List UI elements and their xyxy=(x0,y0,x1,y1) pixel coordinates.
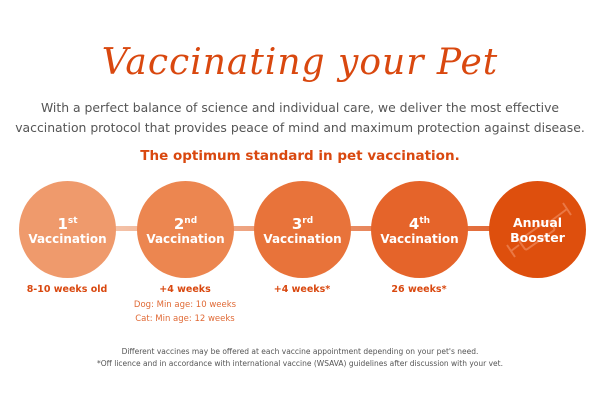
step-1-timing: 8-10 weeks old xyxy=(26,284,108,295)
syringe-icon xyxy=(506,202,572,258)
step-1-circle: 1st Vaccination xyxy=(19,181,116,278)
step-ordinal: nd xyxy=(184,216,198,226)
footnote: Different vaccines may be offered at eac… xyxy=(121,347,479,356)
step-label: Vaccination xyxy=(263,232,342,246)
intro-line: With a perfect balance of science and in… xyxy=(40,100,560,115)
step-4-circle: 4th Vaccination xyxy=(371,181,468,278)
step-ordinal: rd xyxy=(302,216,314,226)
booster-label: Annual xyxy=(512,214,563,230)
cat-min-age: Cat: Min age: 12 weeks xyxy=(135,314,235,324)
booster-label: Booster xyxy=(510,229,565,245)
step-label: Vaccination xyxy=(146,232,225,246)
timing-text: +4 weeks xyxy=(159,284,211,295)
step-label: Vaccination xyxy=(28,232,107,246)
step-ordinal: th xyxy=(419,216,431,226)
step-number: 2 xyxy=(173,215,185,233)
step-booster-circle: Annual Booster xyxy=(489,181,586,278)
step-2-timing: +4 weeks Dog: Min age: 10 weeks Cat: Min… xyxy=(115,284,255,326)
step-2-circle: 2nd Vaccination xyxy=(137,181,234,278)
step-label: Vaccination xyxy=(380,232,459,246)
dog-min-age: Dog: Min age: 10 weeks xyxy=(133,300,237,310)
step-ordinal: st xyxy=(67,216,78,226)
intro-text: With a perfect balance of science and in… xyxy=(0,98,600,138)
footnotes: Different vaccines may be offered at eac… xyxy=(0,346,600,370)
step-number: 4 xyxy=(408,215,420,233)
intro-line: vaccination protocol that provides peace… xyxy=(15,120,585,135)
subtitle: The optimum standard in pet vaccination. xyxy=(140,148,460,164)
step-4-timing: 26 weeks* xyxy=(391,284,447,295)
footnote: *Off licence and in accordance with inte… xyxy=(97,359,503,368)
step-3-timing: +4 weeks* xyxy=(273,284,331,295)
page-title: Vaccinating your Pet xyxy=(101,42,499,83)
step-3-circle: 3rd Vaccination xyxy=(254,181,351,278)
step-number: 3 xyxy=(291,215,303,233)
step-number: 1 xyxy=(57,215,68,233)
